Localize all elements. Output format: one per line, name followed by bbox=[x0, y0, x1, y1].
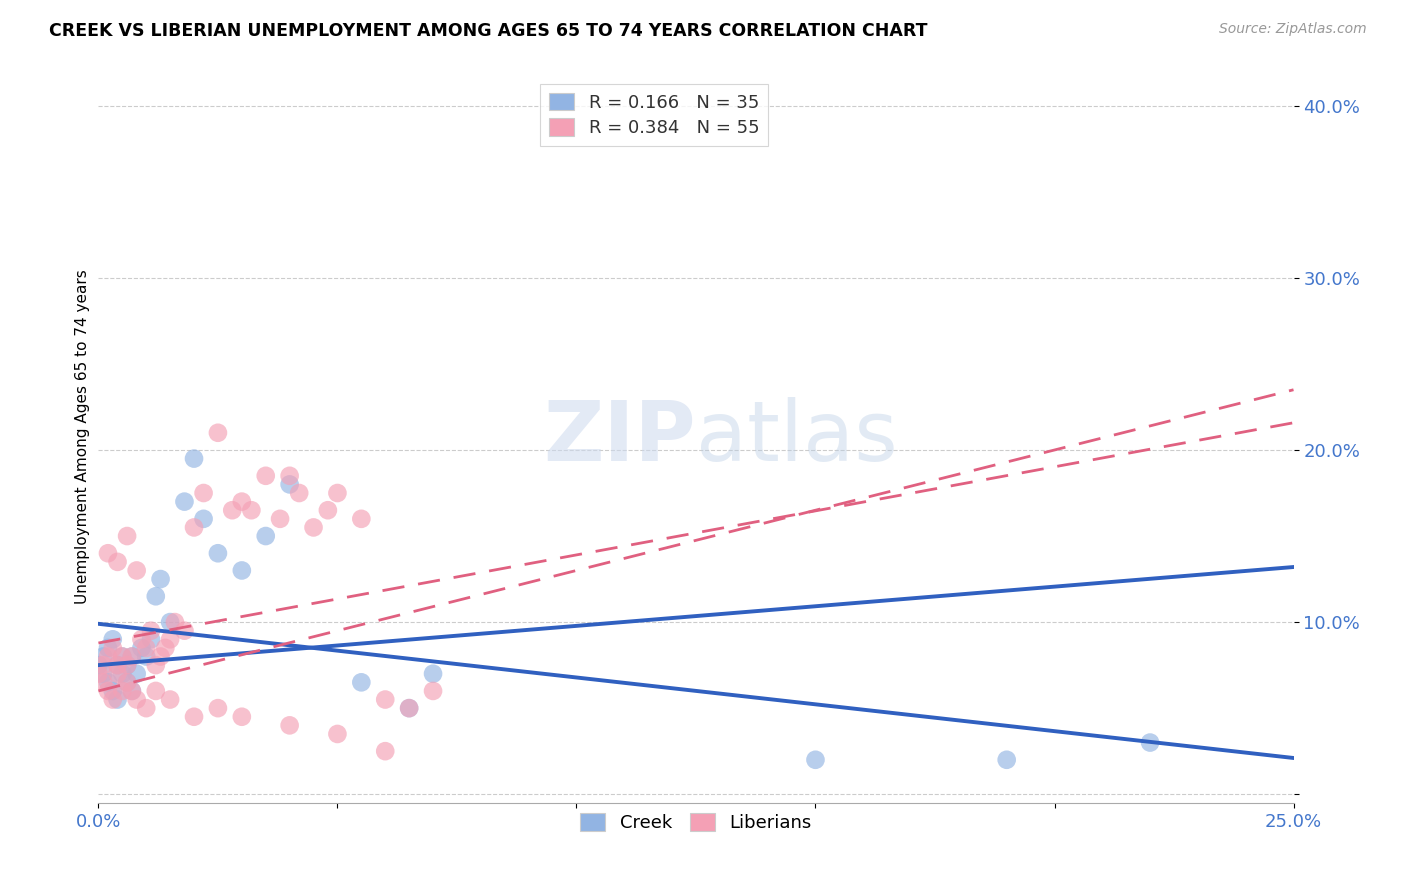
Point bbox=[107, 666, 129, 681]
Point bbox=[193, 512, 215, 526]
Point bbox=[398, 701, 420, 715]
Point bbox=[115, 658, 138, 673]
Point bbox=[145, 658, 167, 673]
Y-axis label: Unemployment Among Ages 65 to 74 years: Unemployment Among Ages 65 to 74 years bbox=[75, 269, 90, 605]
Point bbox=[163, 615, 186, 629]
Point bbox=[221, 503, 243, 517]
Point bbox=[131, 640, 153, 655]
Point bbox=[269, 512, 291, 526]
Point bbox=[804, 753, 827, 767]
Point bbox=[125, 564, 148, 578]
Point bbox=[193, 486, 215, 500]
Point bbox=[131, 632, 153, 647]
Point bbox=[231, 494, 253, 508]
Point bbox=[139, 624, 162, 638]
Point bbox=[115, 675, 138, 690]
Point bbox=[173, 494, 195, 508]
Point bbox=[115, 675, 138, 690]
Text: ZIP: ZIP bbox=[544, 397, 696, 477]
Point bbox=[288, 486, 311, 500]
Point bbox=[326, 486, 349, 500]
Point bbox=[316, 503, 339, 517]
Point bbox=[183, 451, 205, 466]
Point bbox=[207, 701, 229, 715]
Point bbox=[97, 546, 120, 560]
Point bbox=[121, 684, 143, 698]
Point bbox=[350, 512, 373, 526]
Point bbox=[115, 529, 138, 543]
Point bbox=[87, 666, 110, 681]
Point bbox=[422, 684, 444, 698]
Point bbox=[149, 572, 172, 586]
Point bbox=[155, 640, 177, 655]
Point bbox=[145, 684, 167, 698]
Point bbox=[145, 589, 167, 603]
Point bbox=[995, 753, 1018, 767]
Point bbox=[350, 675, 373, 690]
Point bbox=[115, 658, 138, 673]
Point bbox=[121, 649, 143, 664]
Point bbox=[173, 624, 195, 638]
Point bbox=[101, 640, 124, 655]
Point bbox=[107, 692, 129, 706]
Point bbox=[278, 718, 301, 732]
Point bbox=[107, 658, 129, 673]
Point bbox=[97, 640, 120, 655]
Point bbox=[231, 710, 253, 724]
Point bbox=[183, 710, 205, 724]
Point bbox=[231, 564, 253, 578]
Point bbox=[91, 658, 114, 673]
Point bbox=[149, 649, 172, 664]
Point bbox=[326, 727, 349, 741]
Point bbox=[111, 649, 134, 664]
Point bbox=[125, 692, 148, 706]
Point bbox=[101, 692, 124, 706]
Point bbox=[159, 692, 181, 706]
Point bbox=[302, 520, 325, 534]
Point bbox=[139, 632, 162, 647]
Point bbox=[374, 692, 396, 706]
Point bbox=[159, 632, 181, 647]
Point bbox=[207, 425, 229, 440]
Point bbox=[278, 477, 301, 491]
Point bbox=[254, 468, 277, 483]
Point bbox=[97, 649, 120, 664]
Point bbox=[107, 658, 129, 673]
Point bbox=[111, 666, 134, 681]
Point bbox=[278, 468, 301, 483]
Point bbox=[1139, 735, 1161, 749]
Point bbox=[183, 520, 205, 534]
Text: Source: ZipAtlas.com: Source: ZipAtlas.com bbox=[1219, 22, 1367, 37]
Text: atlas: atlas bbox=[696, 397, 897, 477]
Point bbox=[121, 649, 143, 664]
Point bbox=[87, 658, 110, 673]
Point bbox=[254, 529, 277, 543]
Point bbox=[135, 701, 157, 715]
Point bbox=[107, 555, 129, 569]
Point bbox=[111, 649, 134, 664]
Point bbox=[97, 675, 120, 690]
Point bbox=[101, 632, 124, 647]
Text: CREEK VS LIBERIAN UNEMPLOYMENT AMONG AGES 65 TO 74 YEARS CORRELATION CHART: CREEK VS LIBERIAN UNEMPLOYMENT AMONG AGE… bbox=[49, 22, 928, 40]
Point bbox=[374, 744, 396, 758]
Legend: Creek, Liberians: Creek, Liberians bbox=[571, 805, 821, 841]
Point bbox=[91, 666, 114, 681]
Point bbox=[240, 503, 263, 517]
Point bbox=[101, 684, 124, 698]
Point bbox=[207, 546, 229, 560]
Point bbox=[91, 649, 114, 664]
Point bbox=[135, 640, 157, 655]
Point bbox=[111, 684, 134, 698]
Point bbox=[121, 684, 143, 698]
Point bbox=[135, 649, 157, 664]
Point bbox=[97, 684, 120, 698]
Point bbox=[91, 675, 114, 690]
Point bbox=[125, 666, 148, 681]
Point bbox=[422, 666, 444, 681]
Point bbox=[159, 615, 181, 629]
Point bbox=[398, 701, 420, 715]
